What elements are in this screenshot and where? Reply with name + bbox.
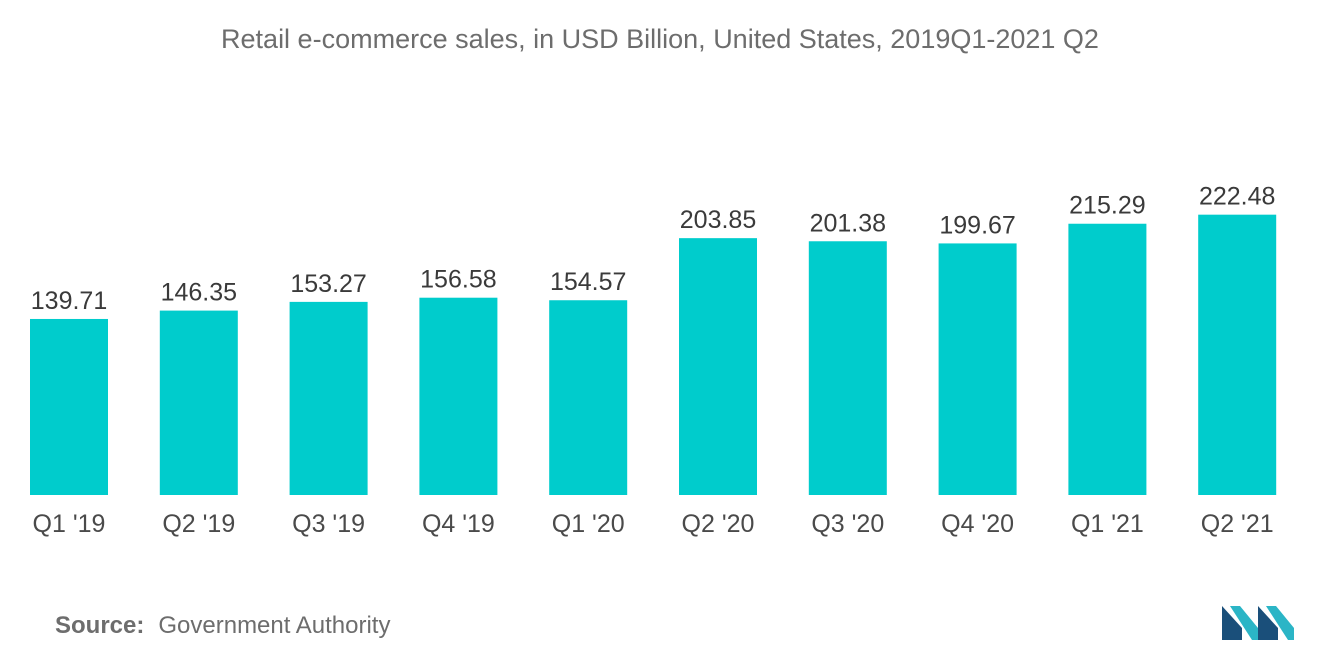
source-text: Government Authority xyxy=(158,612,391,639)
bar-chart: 139.71 146.35 153.27 156.58 154.57 203.85 201.… xyxy=(30,183,1277,538)
bar xyxy=(938,243,1017,495)
chart-title: Retail e-commerce sales, in USD Billion,… xyxy=(221,24,1099,54)
x-tick-label: Q3 '20 xyxy=(811,510,884,538)
x-tick-label: Q2 '20 xyxy=(682,510,755,538)
bar-value-label: 139.71 xyxy=(31,287,107,315)
source-note: Source: Government Authority xyxy=(55,612,390,640)
bars-layer xyxy=(30,214,1277,496)
bar-value-label: 146.35 xyxy=(161,279,237,307)
bar-value-label: 222.48 xyxy=(1199,183,1275,211)
bar-value-label: 215.29 xyxy=(1069,192,1145,220)
bar xyxy=(549,300,628,495)
bar-value-label: 153.27 xyxy=(290,270,366,298)
x-tick-label: Q1 '21 xyxy=(1071,510,1144,538)
x-tick-label: Q1 '20 xyxy=(552,510,625,538)
bar xyxy=(1068,223,1147,495)
x-tick-label: Q2 '19 xyxy=(162,510,235,538)
x-tick-label: Q4 '19 xyxy=(422,510,495,538)
x-tick-label: Q3 '19 xyxy=(292,510,365,538)
data-labels-layer: 139.71 146.35 153.27 156.58 154.57 203.85 201.… xyxy=(31,183,1276,315)
bar-value-label: 203.85 xyxy=(680,206,756,234)
source-label: Source: xyxy=(55,612,145,639)
bar xyxy=(1198,214,1277,495)
bar xyxy=(419,297,498,495)
x-tick-label: Q4 '20 xyxy=(941,510,1014,538)
bar xyxy=(679,238,757,496)
mordor-intelligence-logo-icon xyxy=(1222,606,1294,640)
x-axis-ticks-layer: Q1 '19 Q2 '19 Q3 '19 Q4 '19 Q1 '20 Q2 '20 Q3 '… xyxy=(33,510,1274,538)
bar xyxy=(289,301,368,495)
x-tick-label: Q2 '21 xyxy=(1201,510,1274,538)
bar xyxy=(30,318,108,495)
bar-value-label: 199.67 xyxy=(939,211,1015,239)
bar xyxy=(159,310,238,495)
bar xyxy=(808,241,887,495)
x-tick-label: Q1 '19 xyxy=(33,510,106,538)
bar-value-label: 201.38 xyxy=(810,209,886,237)
bar-value-label: 156.58 xyxy=(420,266,496,294)
bar-value-label: 154.57 xyxy=(550,268,626,296)
